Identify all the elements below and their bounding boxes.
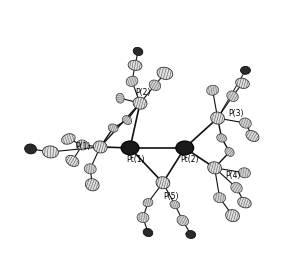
Ellipse shape: [217, 134, 226, 142]
Ellipse shape: [133, 47, 143, 55]
Ellipse shape: [231, 182, 242, 193]
Ellipse shape: [236, 78, 249, 88]
Ellipse shape: [177, 215, 188, 226]
Ellipse shape: [149, 80, 161, 91]
Ellipse shape: [108, 124, 118, 132]
Ellipse shape: [137, 213, 149, 222]
Text: P(3): P(3): [228, 109, 243, 118]
Ellipse shape: [170, 201, 180, 209]
Ellipse shape: [25, 144, 37, 154]
Ellipse shape: [239, 168, 250, 178]
Ellipse shape: [186, 230, 196, 239]
Ellipse shape: [211, 112, 224, 124]
Ellipse shape: [126, 76, 138, 86]
Text: Pt(1): Pt(1): [126, 155, 144, 164]
Ellipse shape: [208, 162, 222, 174]
Ellipse shape: [62, 134, 75, 144]
Ellipse shape: [85, 179, 99, 191]
Ellipse shape: [227, 91, 238, 102]
Text: P(4): P(4): [225, 171, 240, 180]
Ellipse shape: [176, 141, 194, 155]
Ellipse shape: [207, 85, 218, 95]
Ellipse shape: [225, 147, 234, 156]
Ellipse shape: [240, 118, 251, 128]
Ellipse shape: [42, 146, 58, 158]
Ellipse shape: [128, 60, 142, 70]
Ellipse shape: [84, 164, 96, 174]
Ellipse shape: [238, 197, 251, 208]
Ellipse shape: [246, 130, 259, 141]
Ellipse shape: [156, 177, 170, 189]
Ellipse shape: [241, 66, 250, 74]
Ellipse shape: [116, 93, 124, 103]
Ellipse shape: [214, 193, 226, 203]
Text: P(2): P(2): [135, 88, 151, 97]
Ellipse shape: [123, 116, 132, 124]
Ellipse shape: [133, 97, 147, 109]
Ellipse shape: [226, 210, 239, 222]
Ellipse shape: [93, 141, 107, 153]
Ellipse shape: [66, 155, 79, 167]
Ellipse shape: [121, 141, 139, 155]
Ellipse shape: [143, 199, 153, 207]
Ellipse shape: [157, 67, 173, 79]
Text: P(1): P(1): [76, 143, 91, 152]
Text: Pt(2): Pt(2): [181, 155, 199, 164]
Ellipse shape: [143, 229, 153, 237]
Ellipse shape: [76, 140, 88, 150]
Text: P(5): P(5): [163, 192, 179, 201]
